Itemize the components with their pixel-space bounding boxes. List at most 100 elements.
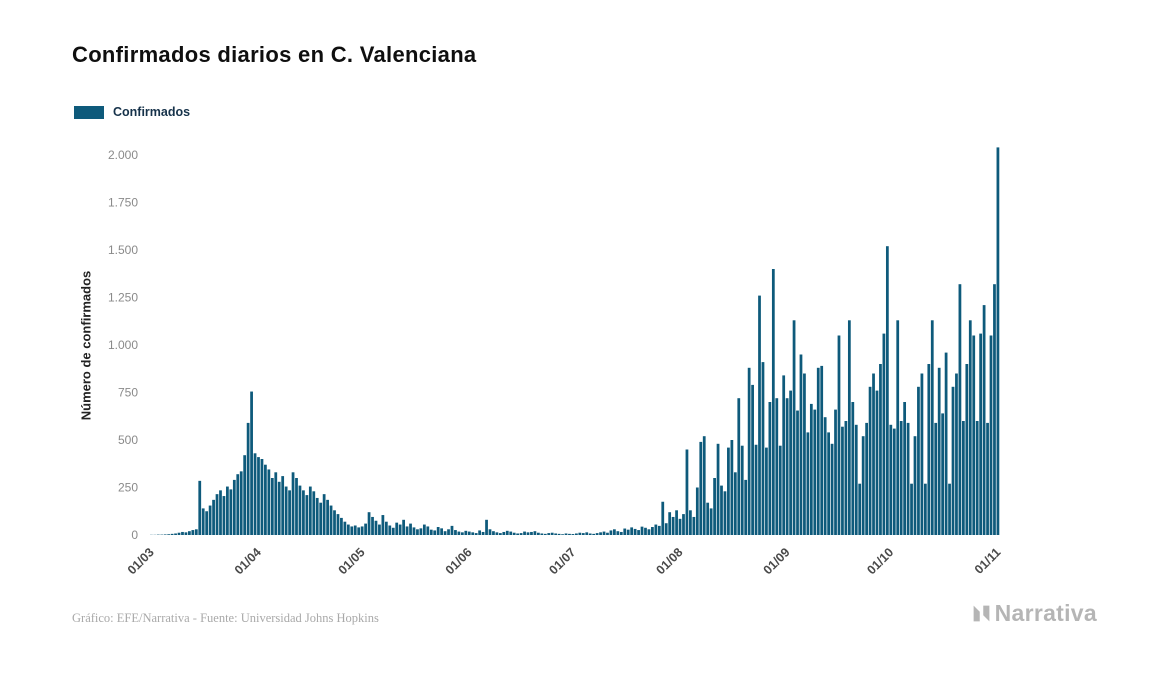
bar xyxy=(333,510,336,535)
bar xyxy=(464,530,468,535)
bar xyxy=(409,523,412,535)
bar xyxy=(616,531,620,535)
bar xyxy=(692,516,696,535)
bar xyxy=(422,524,426,535)
bar xyxy=(993,284,996,535)
bar xyxy=(809,403,813,535)
bar xyxy=(174,533,177,535)
bar xyxy=(975,421,979,535)
bar xyxy=(478,530,482,535)
bar xyxy=(633,528,637,535)
bar xyxy=(571,534,575,535)
legend: Confirmados xyxy=(74,105,190,119)
bar xyxy=(861,436,865,535)
bar xyxy=(443,531,447,535)
bar xyxy=(222,496,226,535)
bar xyxy=(340,517,343,535)
bar xyxy=(374,520,378,535)
bar xyxy=(892,428,896,535)
bar xyxy=(467,531,471,535)
bar xyxy=(695,487,699,535)
bar xyxy=(982,305,986,535)
bar xyxy=(488,529,492,535)
bar xyxy=(429,529,433,535)
bar xyxy=(920,373,924,535)
bar xyxy=(360,526,364,535)
y-axis-tick-label: 500 xyxy=(118,433,138,447)
y-axis-tick-label: 1.750 xyxy=(108,196,138,210)
bar xyxy=(927,364,931,535)
bar xyxy=(934,422,938,535)
bar xyxy=(796,410,799,535)
bar xyxy=(208,505,212,535)
bar xyxy=(564,533,568,535)
bar xyxy=(319,502,323,535)
bar xyxy=(198,480,202,535)
bar xyxy=(896,320,900,535)
bar xyxy=(236,474,240,535)
bar xyxy=(837,335,841,535)
bar xyxy=(302,490,305,535)
bar xyxy=(996,147,1000,535)
bar xyxy=(630,527,634,535)
y-axis-tick-label: 1.000 xyxy=(108,338,138,352)
bar xyxy=(246,422,250,535)
bar xyxy=(191,530,195,535)
bar xyxy=(792,320,796,535)
bar xyxy=(519,533,523,535)
bar xyxy=(267,469,271,535)
bar xyxy=(416,529,419,535)
bar xyxy=(816,367,820,535)
bar xyxy=(232,479,236,535)
bar xyxy=(709,508,713,535)
bar xyxy=(637,530,640,535)
bar xyxy=(381,515,385,535)
bar xyxy=(778,445,782,535)
bar xyxy=(986,422,989,535)
bar xyxy=(733,472,737,535)
bar xyxy=(295,478,298,535)
bar xyxy=(806,432,810,535)
bar xyxy=(481,531,485,535)
bar xyxy=(291,472,295,535)
bar xyxy=(651,527,654,535)
bar xyxy=(747,367,751,535)
bar xyxy=(882,333,886,535)
bar xyxy=(785,398,789,535)
x-axis-tick-label: 01/09 xyxy=(761,545,793,577)
bar xyxy=(457,531,461,535)
bar xyxy=(433,530,437,535)
bar xyxy=(578,532,582,535)
bar xyxy=(581,533,585,535)
bar xyxy=(516,533,520,535)
bar xyxy=(485,519,488,535)
legend-label: Confirmados xyxy=(113,105,191,119)
bar xyxy=(930,320,934,535)
bar xyxy=(547,533,551,535)
bar xyxy=(830,443,834,535)
bar xyxy=(326,499,329,535)
bar xyxy=(554,533,558,535)
bar xyxy=(972,335,976,535)
narrativa-logo: Narrativa xyxy=(971,600,1097,627)
bar xyxy=(250,391,253,535)
bar xyxy=(889,424,893,535)
x-axis-tick-label: 01/05 xyxy=(336,545,368,577)
bar xyxy=(550,532,554,535)
bar xyxy=(917,386,920,535)
bar xyxy=(561,534,564,535)
bar xyxy=(910,483,913,535)
x-axis-tick-label: 01/07 xyxy=(546,545,578,577)
bar xyxy=(391,527,395,535)
bar xyxy=(789,390,792,535)
y-axis-tick-label: 2.000 xyxy=(108,148,138,162)
bar xyxy=(523,531,526,535)
bar xyxy=(654,524,658,535)
bar xyxy=(730,440,734,535)
bar xyxy=(903,402,907,535)
bar xyxy=(799,354,803,535)
bar xyxy=(657,525,661,535)
bar xyxy=(181,531,184,535)
y-axis-tick-label: 1.250 xyxy=(108,291,138,305)
bar xyxy=(315,497,319,535)
